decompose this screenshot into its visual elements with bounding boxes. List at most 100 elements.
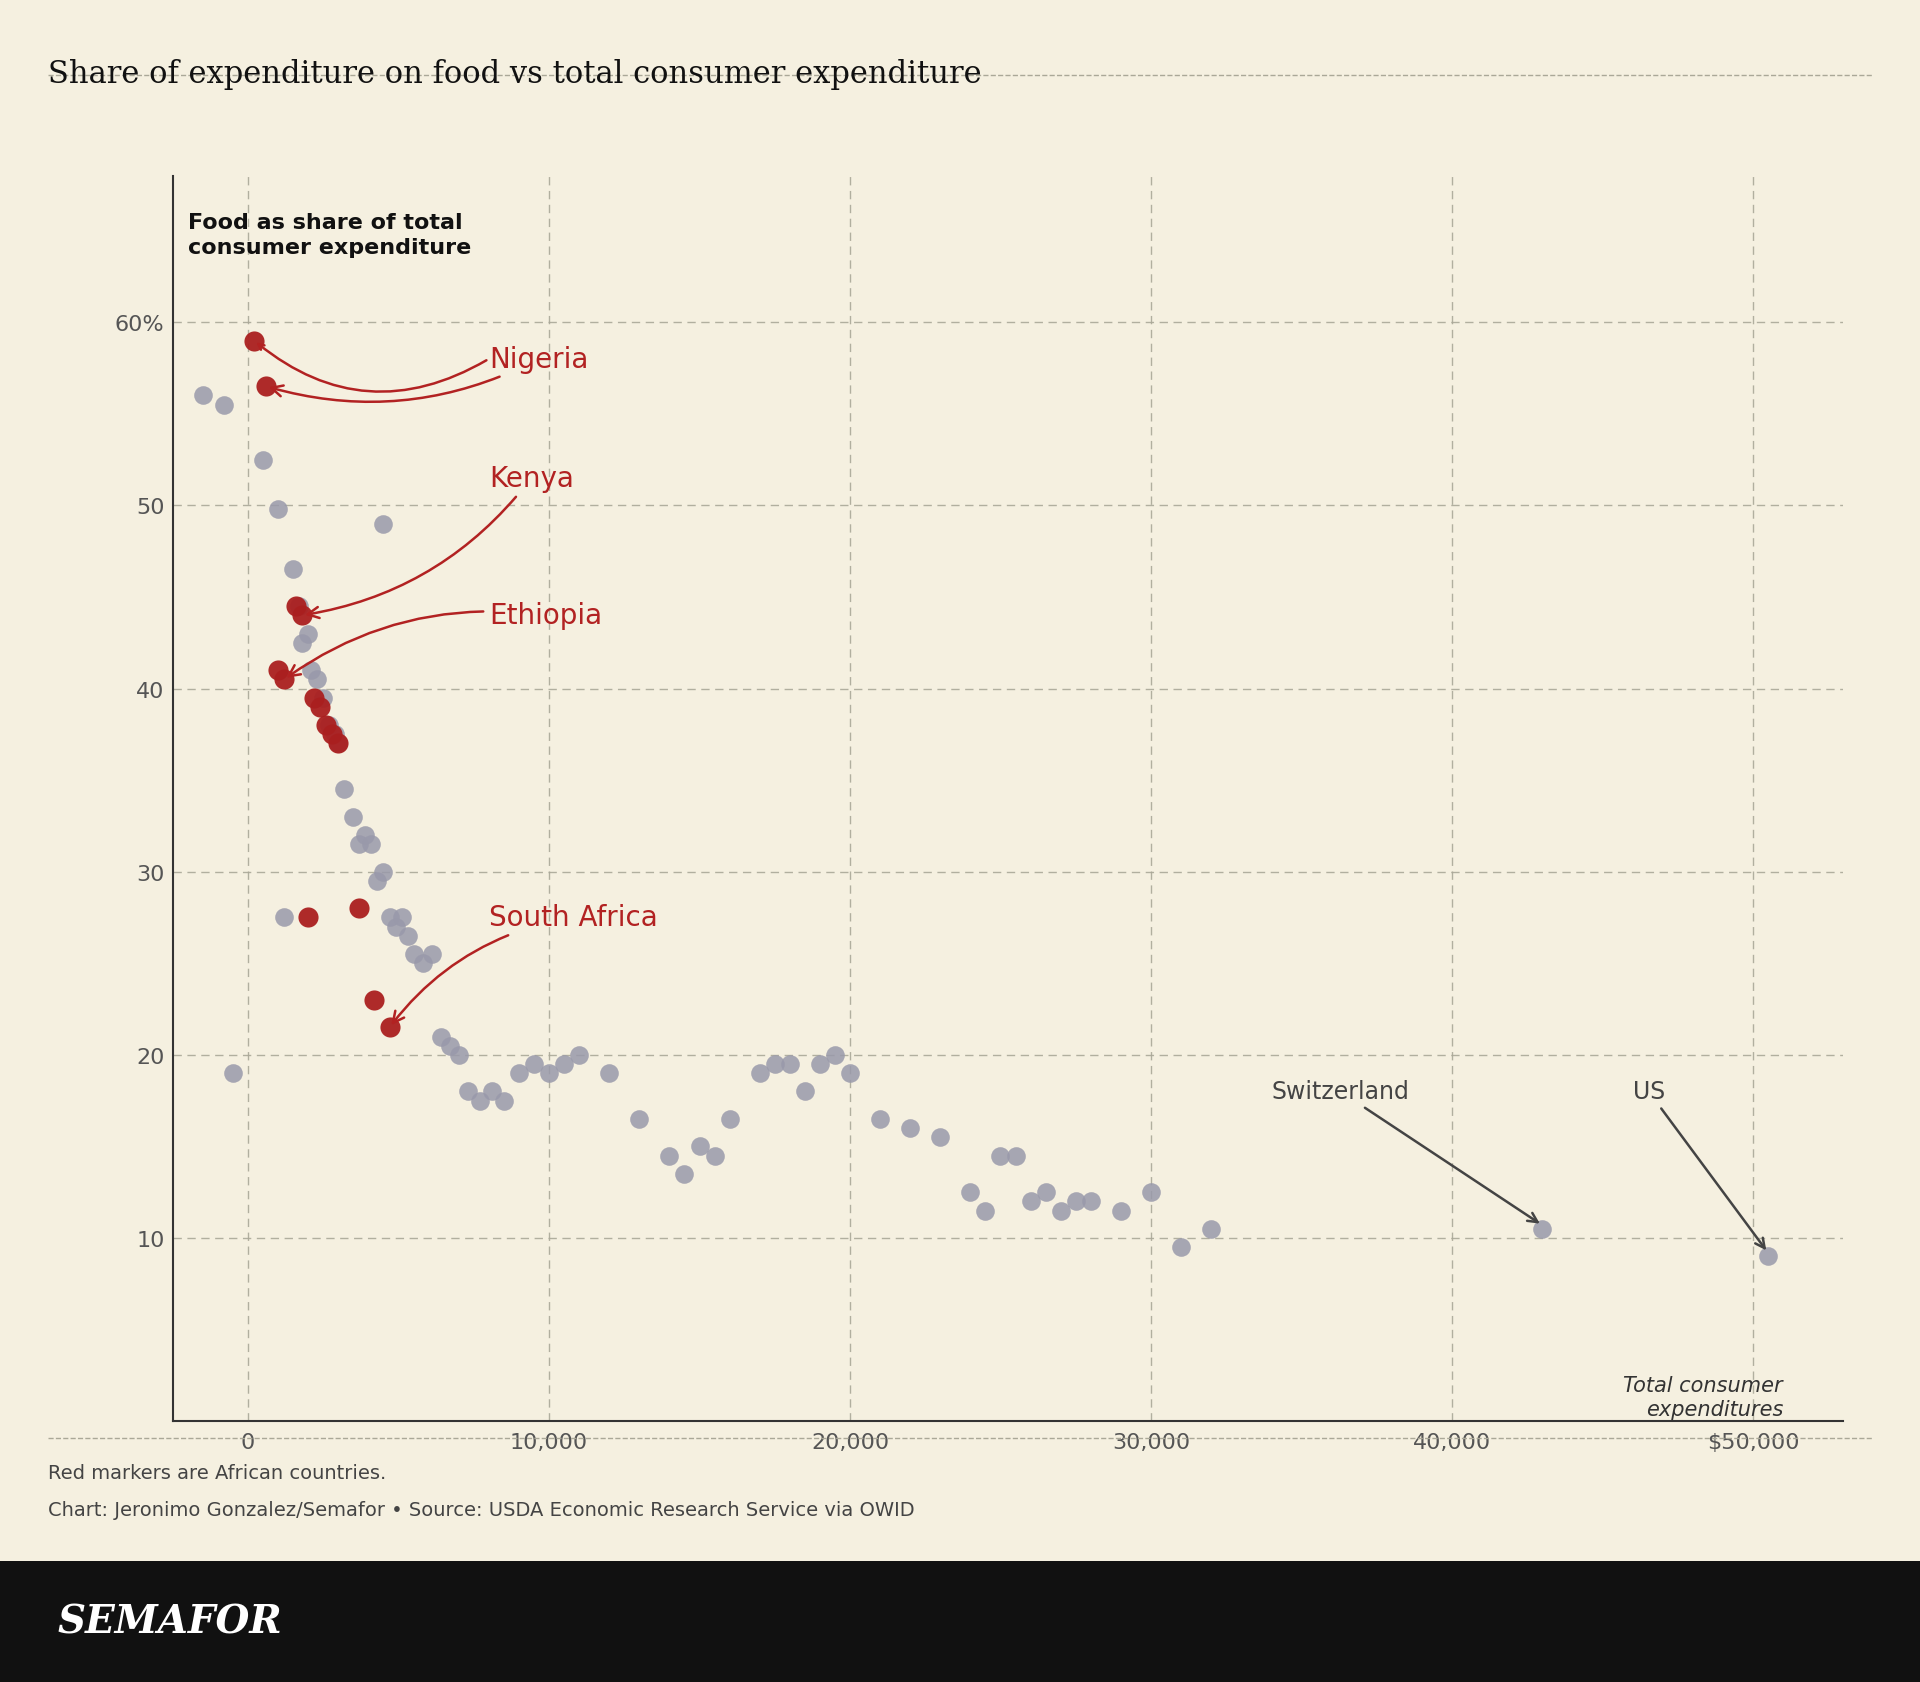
Point [323,730,353,757]
Text: South Africa: South Africa [394,903,657,1023]
Point [344,895,374,922]
Point [1060,1187,1091,1214]
Point [668,1161,699,1187]
Text: SEMAFOR: SEMAFOR [58,1603,282,1640]
Point [328,777,359,804]
Point [300,685,330,711]
Point [294,621,324,648]
Point [624,1105,655,1132]
Point [374,905,405,932]
Point [434,1033,465,1060]
Point [426,1023,457,1050]
Point [269,666,300,693]
Point [323,730,353,757]
Point [820,1041,851,1068]
Point [252,373,282,400]
Point [392,923,422,950]
Point [307,685,338,711]
Point [1165,1235,1196,1262]
Point [745,1060,776,1087]
Point [321,722,351,748]
Point [294,905,324,932]
Point [655,1142,685,1169]
Text: Nigeria: Nigeria [271,346,588,402]
Point [305,695,336,722]
Point [453,1078,484,1105]
Point [699,1142,730,1169]
Text: Red markers are African countries.: Red markers are African countries. [48,1463,386,1482]
Point [238,328,269,355]
Point [355,831,386,858]
Point [985,1142,1016,1169]
Point [317,722,348,748]
Point [417,942,447,969]
Point [217,1060,248,1087]
Point [338,804,369,831]
Point [407,950,438,977]
Point [349,822,380,849]
Point [380,913,411,940]
Point [518,1051,549,1078]
Point [369,511,399,538]
Point [284,594,315,621]
Text: Share of expenditure on food vs total consumer expenditure: Share of expenditure on food vs total co… [48,59,981,89]
Point [344,831,374,858]
Point [476,1078,507,1105]
Point [397,942,428,969]
Point [1196,1216,1227,1243]
Text: Food as share of total
consumer expenditure: Food as share of total consumer expendit… [188,214,470,257]
Point [714,1105,745,1132]
Point [1031,1179,1062,1206]
Point [315,711,346,738]
Point [684,1134,714,1161]
Point [301,666,332,693]
Text: Kenya: Kenya [307,464,574,619]
Text: Switzerland: Switzerland [1271,1080,1538,1223]
Point [1106,1198,1137,1224]
Point [789,1078,820,1105]
Point [369,860,399,886]
Point [286,631,317,658]
Point [774,1051,804,1078]
Point [1000,1142,1031,1169]
Text: Ethiopia: Ethiopia [288,602,603,676]
Point [188,383,219,410]
Point [386,905,417,932]
Point [925,1124,956,1150]
Point [359,987,390,1014]
Point [444,1041,474,1068]
Point [954,1179,985,1206]
Point [296,658,326,685]
Point [278,557,309,584]
Point [374,1014,405,1041]
Text: Total consumer
expenditures: Total consumer expenditures [1624,1376,1784,1418]
Point [488,1088,518,1115]
Point [1753,1243,1784,1270]
Point [1016,1187,1046,1214]
Point [970,1198,1000,1224]
Point [269,905,300,932]
Point [311,711,342,738]
Point [835,1060,866,1087]
Point [864,1105,895,1132]
Point [895,1115,925,1142]
Point [1075,1187,1106,1214]
Point [286,602,317,629]
Point [804,1051,835,1078]
Point [534,1060,564,1087]
Point [280,594,311,621]
Point [760,1051,791,1078]
Point [1044,1198,1075,1224]
Point [503,1060,534,1087]
Point [263,658,294,685]
Point [549,1051,580,1078]
Point [209,392,240,419]
Text: Chart: Jeronimo Gonzalez/Semafor • Source: USDA Economic Research Service via OW: Chart: Jeronimo Gonzalez/Semafor • Sourc… [48,1500,914,1519]
Point [363,868,394,895]
Point [1135,1179,1165,1206]
Point [465,1088,495,1115]
Point [248,447,278,474]
Point [263,496,294,523]
Point [1526,1216,1557,1243]
Text: US: US [1632,1080,1764,1248]
